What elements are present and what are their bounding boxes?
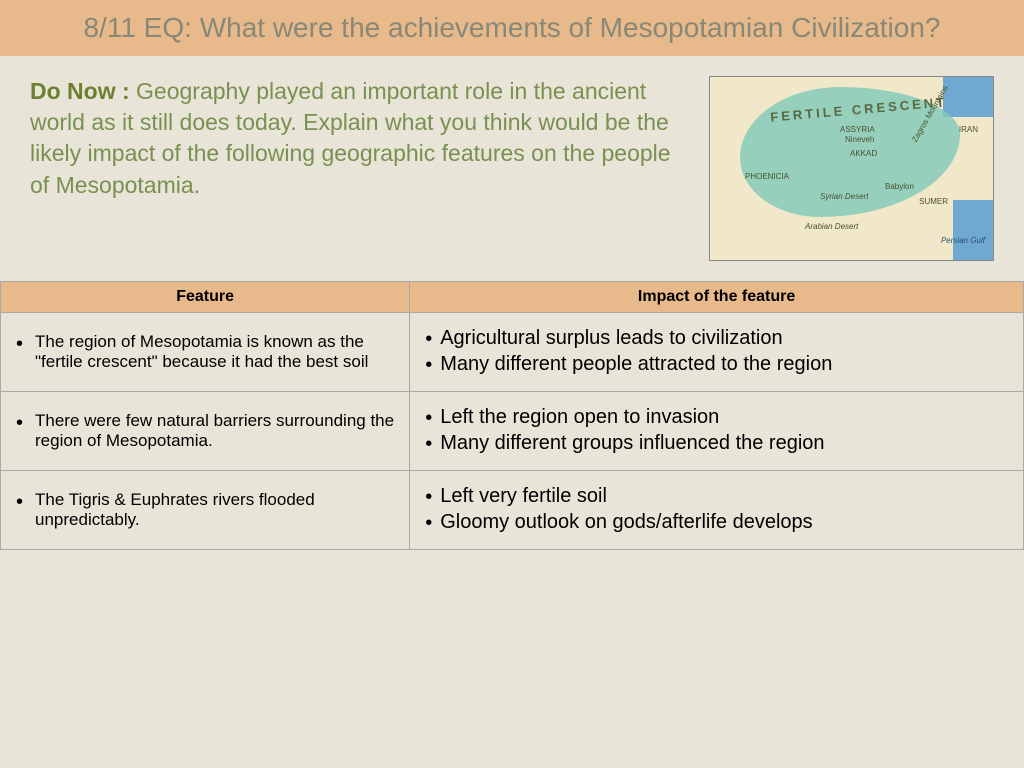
map-label-iran: IRAN (959, 125, 978, 134)
map-label-babylon: Babylon (885, 182, 914, 191)
map-label-akkad: AKKAD (850, 149, 877, 158)
map-label-sumer: SUMER (919, 197, 948, 206)
table-row: The Tigris & Euphrates rivers flooded un… (1, 471, 1024, 550)
map-gulf-icon (953, 200, 993, 260)
feature-text: The region of Mesopotamia is known as th… (35, 332, 394, 372)
table-header-impact: Impact of the feature (410, 282, 1024, 313)
impact-text: Gloomy outlook on gods/afterlife develop… (440, 511, 812, 534)
do-now-label: Do Now : (30, 78, 136, 104)
feature-text: The Tigris & Euphrates rivers flooded un… (35, 490, 394, 530)
map-label-arabian: Arabian Desert (805, 222, 858, 231)
map-label-syrian: Syrian Desert (820, 192, 868, 201)
impact-text: Left very fertile soil (440, 485, 607, 508)
map-label-assyria: ASSYRIA (840, 125, 875, 134)
impact-text: Many different groups influenced the reg… (440, 432, 824, 455)
table-header-feature: Feature (1, 282, 410, 313)
map-label-persian: Persian Gulf (941, 236, 985, 245)
do-now-block: Do Now : Geography played an important r… (30, 76, 689, 261)
content-top-row: Do Now : Geography played an important r… (0, 56, 1024, 276)
table-row: There were few natural barriers surround… (1, 392, 1024, 471)
slide-title: 8/11 EQ: What were the achievements of M… (0, 0, 1024, 56)
feature-text: There were few natural barriers surround… (35, 411, 394, 451)
fertile-crescent-map: FERTILE CRESCENT ASSYRIA Nineveh AKKAD I… (709, 76, 994, 261)
impact-text: Many different people attracted to the r… (440, 353, 832, 376)
impact-text: Left the region open to invasion (440, 406, 719, 429)
impact-text: Agricultural surplus leads to civilizati… (440, 327, 782, 350)
map-label-nineveh: Nineveh (845, 135, 874, 144)
feature-impact-table: Feature Impact of the feature The region… (0, 281, 1024, 550)
table-row: The region of Mesopotamia is known as th… (1, 313, 1024, 392)
map-label-phoenicia: PHOENICIA (745, 172, 789, 181)
map-sea-icon (943, 77, 993, 117)
